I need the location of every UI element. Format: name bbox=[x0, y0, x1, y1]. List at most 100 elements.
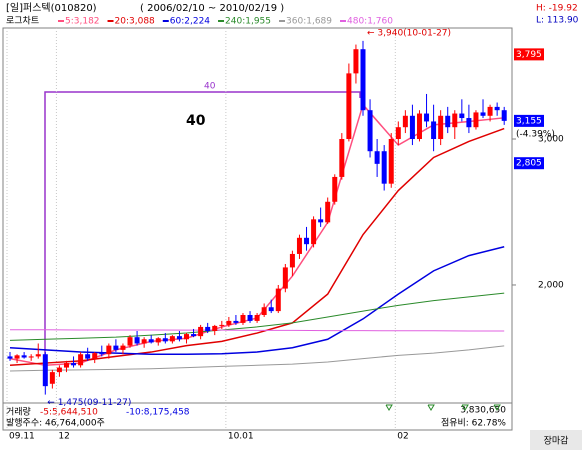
candle-body bbox=[360, 49, 366, 111]
candle-body bbox=[226, 320, 232, 325]
candle-body bbox=[339, 139, 345, 177]
volume-ratio: 점유비: 62.78% bbox=[441, 417, 506, 429]
x-tick-label: 12 bbox=[58, 432, 69, 442]
legend-entry: 360:1,689 bbox=[286, 17, 332, 27]
candle-body bbox=[346, 73, 352, 140]
volume-ma5: -5:5,644,510 bbox=[40, 408, 98, 418]
candle-body bbox=[191, 334, 197, 337]
legend-entry: 5:3,182 bbox=[65, 17, 100, 27]
candle-body bbox=[78, 354, 84, 366]
candle-body bbox=[21, 355, 27, 358]
candle-body bbox=[311, 219, 317, 245]
candle-body bbox=[169, 336, 175, 342]
candle-body bbox=[240, 314, 246, 323]
candle-body bbox=[416, 113, 422, 140]
low-annotation: ← 1,475(09-11-27) bbox=[47, 398, 131, 408]
header-title: [일]퍼스텍(010820) bbox=[6, 2, 97, 14]
ma-line bbox=[9, 127, 505, 367]
candle-body bbox=[14, 355, 20, 359]
high-annotation: ← 3,940(10-01-27) bbox=[367, 28, 451, 38]
candle-body bbox=[233, 320, 239, 323]
volume-last: 3,830,650 bbox=[460, 406, 506, 416]
candle-body bbox=[28, 356, 34, 358]
candle-body bbox=[487, 106, 493, 116]
candle-body bbox=[282, 267, 288, 289]
period-small: 40 bbox=[204, 82, 216, 92]
candle-body bbox=[148, 339, 154, 343]
price-marker-box bbox=[514, 114, 544, 127]
candle-body bbox=[438, 115, 444, 140]
candle-body bbox=[184, 334, 189, 340]
candle-body bbox=[388, 139, 394, 184]
candle-body bbox=[452, 113, 458, 128]
candle-body bbox=[176, 336, 182, 340]
low-info: L: 113.90 bbox=[536, 16, 579, 26]
ma-line bbox=[10, 329, 505, 332]
ma-line bbox=[9, 246, 505, 355]
candle-body bbox=[275, 288, 281, 312]
status-box bbox=[530, 430, 582, 450]
candle-body bbox=[127, 337, 133, 346]
candle-body bbox=[92, 353, 98, 359]
candle-body bbox=[212, 325, 218, 331]
legend-entry: 20:3,088 bbox=[115, 17, 156, 27]
x-tick-label: 09.11 bbox=[9, 432, 35, 442]
volume-markers bbox=[385, 404, 501, 411]
candle-body bbox=[332, 176, 338, 202]
candle-body bbox=[431, 121, 437, 140]
candle-body bbox=[374, 151, 380, 164]
candle-body bbox=[381, 151, 387, 184]
candle-body bbox=[106, 345, 112, 355]
candle-body bbox=[198, 326, 204, 337]
legend-entry: 480:1,760 bbox=[347, 17, 393, 27]
candle-body bbox=[99, 353, 105, 355]
candle-body bbox=[296, 237, 302, 254]
candle-body bbox=[367, 110, 373, 152]
candle-body bbox=[205, 326, 211, 331]
price-marker-label: 3,795 bbox=[516, 50, 542, 60]
candle-body bbox=[494, 106, 500, 111]
candle-body bbox=[466, 118, 472, 128]
y-tick-label: 2,000 bbox=[538, 280, 564, 290]
candle-body bbox=[395, 127, 401, 140]
candle-body bbox=[141, 339, 147, 344]
candle-body bbox=[42, 354, 48, 387]
candle-body bbox=[35, 354, 41, 357]
ma-line bbox=[9, 345, 505, 372]
candle-body bbox=[49, 372, 55, 384]
legend-entry: 60:2,224 bbox=[170, 17, 211, 27]
candle-body bbox=[268, 307, 274, 312]
candle-body bbox=[254, 314, 260, 321]
price-marker-label: 3,155 bbox=[516, 116, 542, 126]
volume-shares: 발행주수: 46,764,000주 bbox=[6, 417, 105, 429]
status: 장마감 bbox=[544, 435, 569, 447]
chart-mode: 로그차트 bbox=[6, 15, 39, 27]
price-change: (-4.39%) bbox=[516, 129, 555, 139]
candle-body bbox=[247, 314, 253, 321]
price-marker-label: 2,805 bbox=[516, 159, 542, 169]
candle-body bbox=[261, 307, 267, 315]
candle-body bbox=[7, 356, 13, 359]
header-range: ( 2006/02/10 ~ 2010/02/19 ) bbox=[140, 3, 284, 14]
candle-body bbox=[134, 337, 140, 344]
candle-body bbox=[353, 49, 359, 74]
period-big: 40 bbox=[186, 113, 206, 129]
candle-body bbox=[459, 113, 465, 119]
volume-label: 거래량 bbox=[6, 406, 31, 418]
legend-entry: 240:1,955 bbox=[225, 17, 271, 27]
candle-body bbox=[402, 115, 408, 128]
candle-body bbox=[480, 112, 486, 116]
period-bracket bbox=[44, 91, 361, 370]
candle-body bbox=[85, 354, 91, 359]
x-tick-label: 02 bbox=[397, 432, 408, 442]
candle-body bbox=[445, 115, 451, 128]
candle-body bbox=[501, 110, 507, 121]
candle-body bbox=[71, 363, 77, 366]
candle-body bbox=[56, 367, 62, 373]
ma-line bbox=[9, 292, 505, 341]
price-marker-box bbox=[514, 157, 544, 170]
candle-body bbox=[325, 201, 331, 223]
candle-body bbox=[219, 324, 225, 326]
